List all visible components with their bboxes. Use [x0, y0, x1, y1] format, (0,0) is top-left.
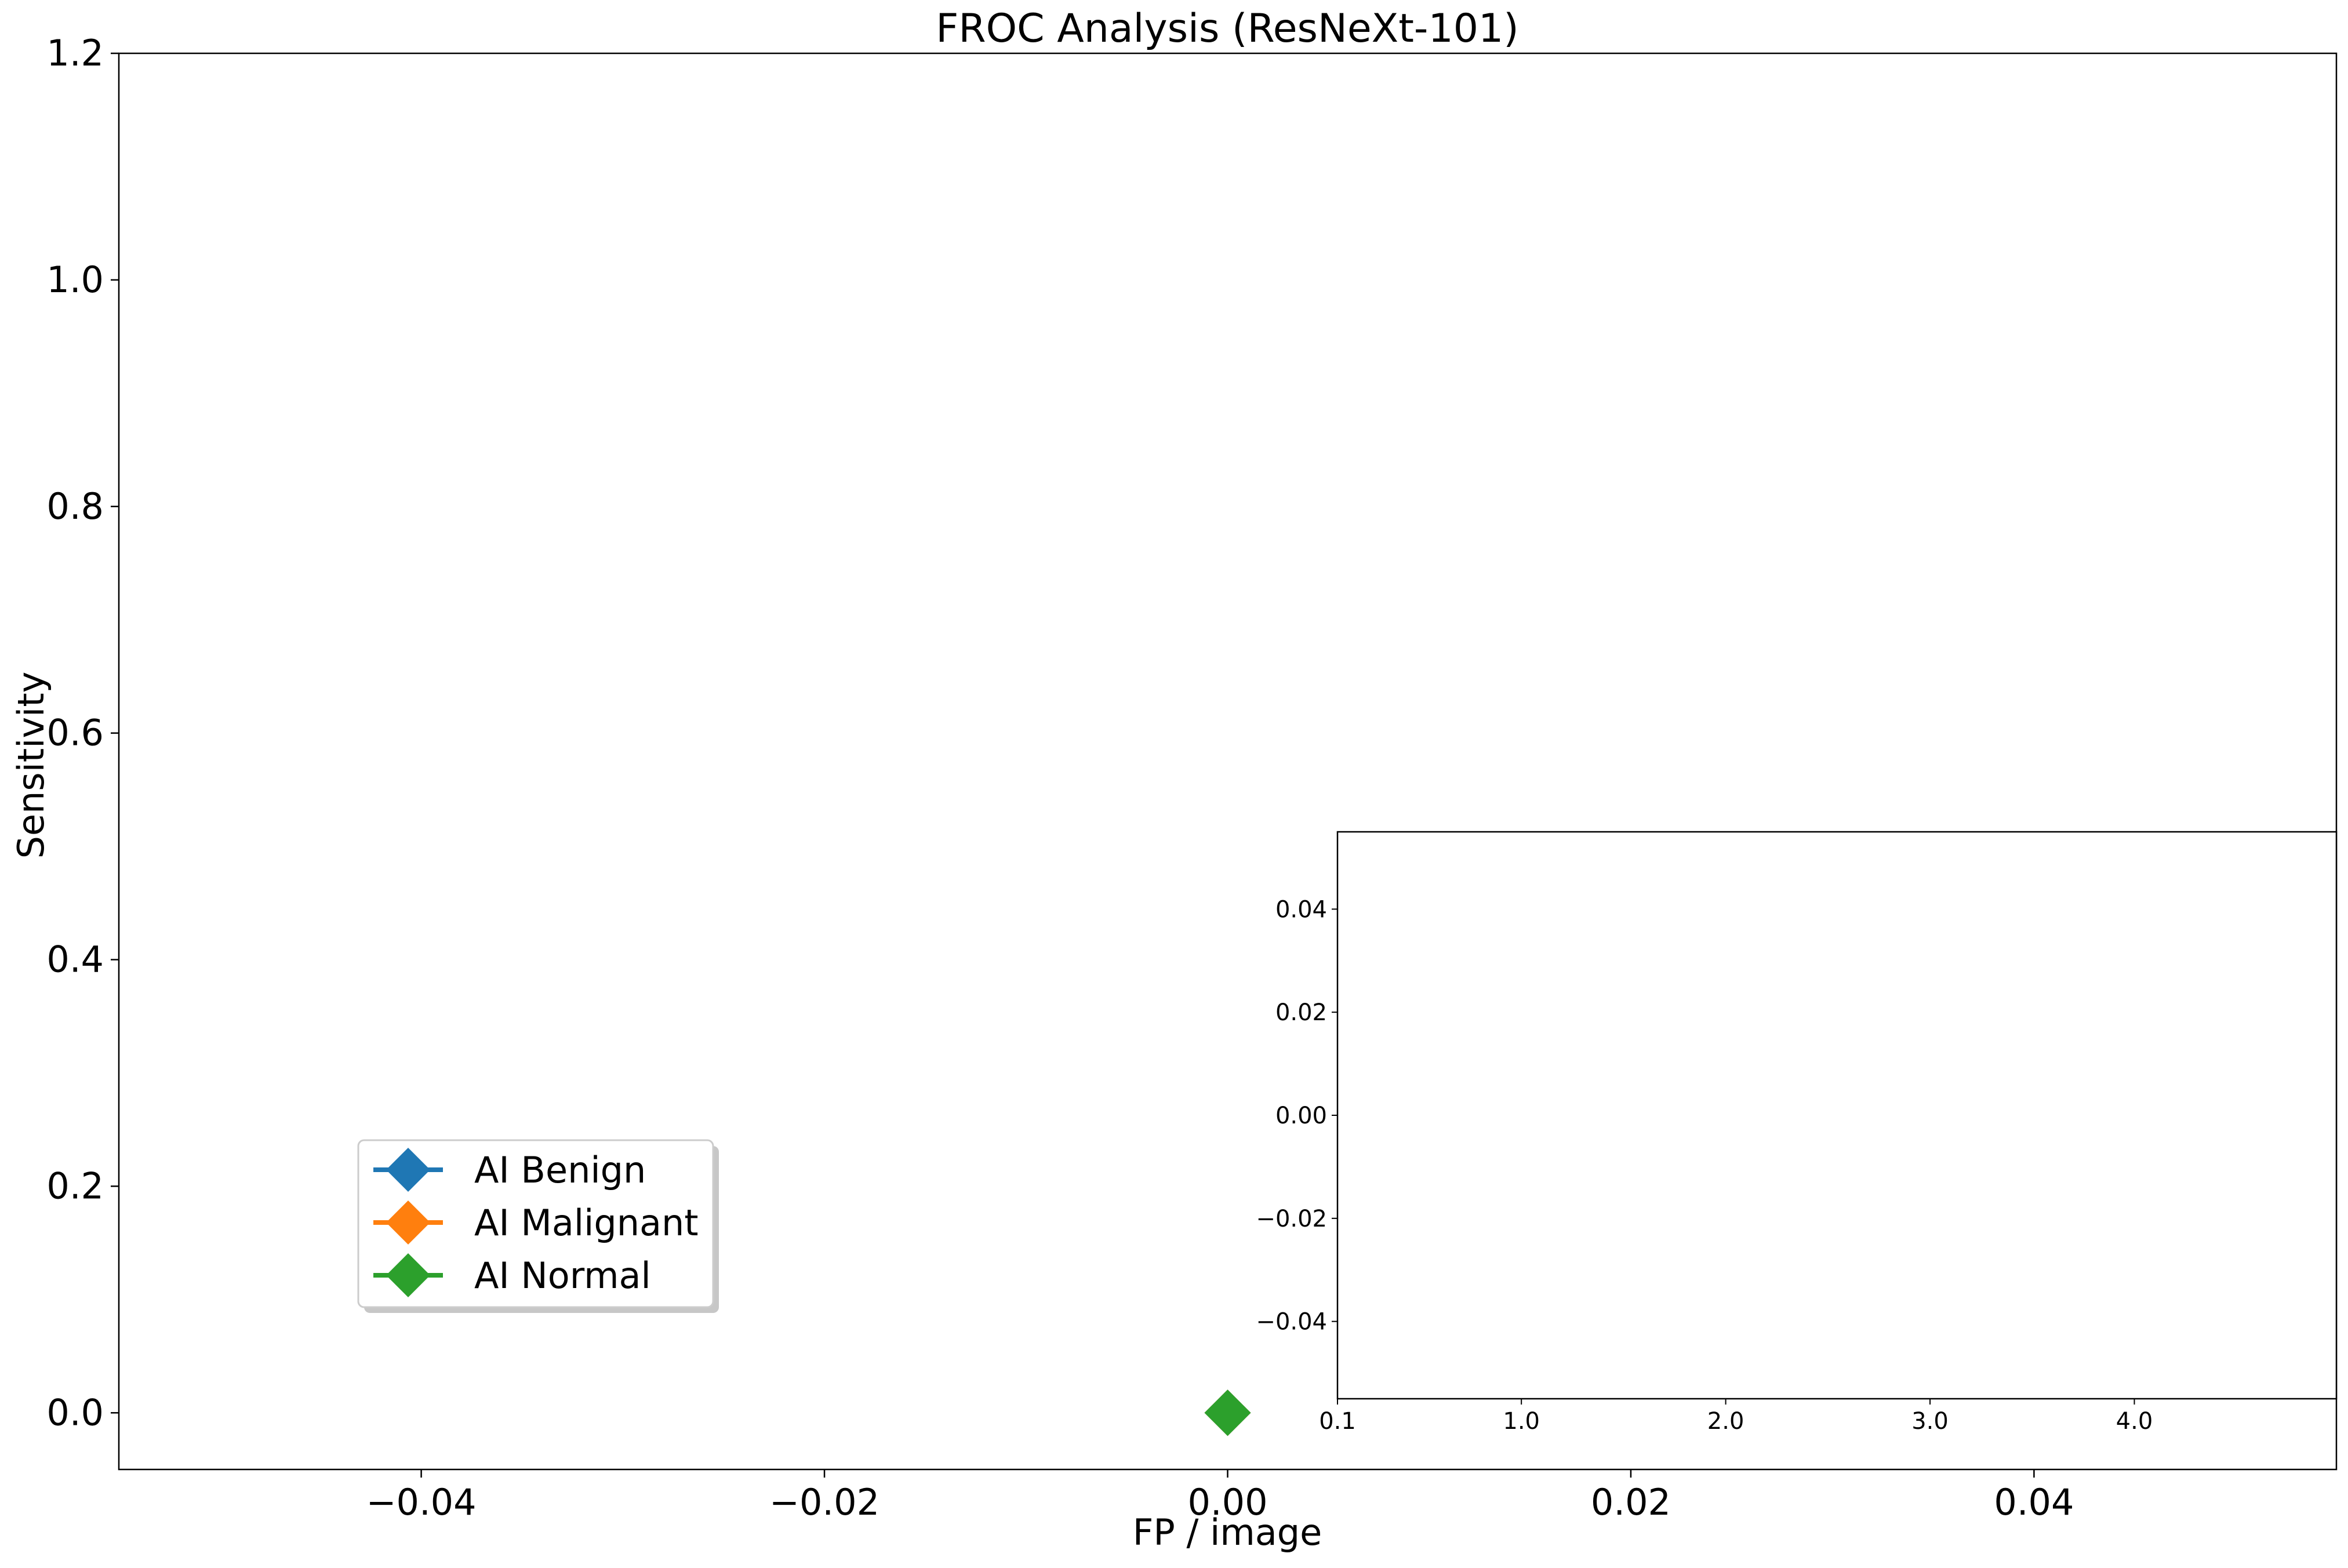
main-x-tick-label: 0.00 — [1187, 1481, 1267, 1523]
data-point-ai-normal — [1204, 1389, 1251, 1436]
legend-label-ai-benign: AI Benign — [474, 1149, 646, 1191]
inset-x-tick-label: 2.0 — [1707, 1408, 1744, 1435]
y-axis-label: Sensitivity — [10, 672, 52, 859]
inset-x-tick-label: 1.0 — [1503, 1408, 1540, 1435]
main-data-points — [1204, 1389, 1251, 1436]
main-y-tick-label: 0.2 — [46, 1165, 104, 1207]
inset-y-tick-label: −0.02 — [1256, 1206, 1327, 1232]
inset-x-tick-label: 3.0 — [1911, 1408, 1949, 1435]
inset-y-tick-label: −0.04 — [1256, 1309, 1327, 1336]
legend-marker-ai-benign — [386, 1148, 430, 1192]
main-x-tick-label: 0.04 — [1994, 1481, 2074, 1523]
main-y-tick-label: 0.0 — [46, 1391, 104, 1434]
inset-y-ticks: −0.04 −0.02 0.00 0.02 0.04 — [1256, 896, 1337, 1336]
inset-y-tick-label: 0.00 — [1275, 1103, 1327, 1129]
inset-y-tick-label: 0.04 — [1275, 896, 1327, 923]
main-y-tick-label: 0.4 — [46, 938, 104, 981]
inset-x-ticks: 0.1 1.0 2.0 3.0 4.0 — [1319, 1399, 2153, 1435]
inset-y-tick-label: 0.02 — [1275, 999, 1327, 1026]
main-x-ticks: −0.04 −0.02 0.00 0.02 0.04 — [366, 1469, 2074, 1523]
inset-x-tick-label: 0.1 — [1319, 1408, 1356, 1435]
legend: AI Benign AI Malignant AI Normal — [357, 1139, 719, 1313]
legend-label-ai-malignant: AI Malignant — [474, 1202, 699, 1244]
main-y-ticks: 0.0 0.2 0.4 0.6 0.8 1.0 1.2 — [46, 32, 119, 1434]
main-x-tick-label: 0.02 — [1591, 1481, 1671, 1523]
legend-entries: AI Benign AI Malignant AI Normal — [373, 1148, 699, 1297]
main-y-tick-label: 1.0 — [46, 259, 104, 301]
legend-marker-ai-normal — [386, 1253, 430, 1297]
main-y-tick-label: 0.8 — [46, 485, 104, 527]
main-x-tick-label: −0.04 — [366, 1481, 477, 1523]
main-x-tick-label: −0.02 — [769, 1481, 879, 1523]
inset-x-tick-label: 4.0 — [2116, 1408, 2153, 1435]
inset-plot: 0.1 1.0 2.0 3.0 4.0 −0.04 −0.02 0.00 0.02 0.04 — [1256, 831, 2338, 1435]
chart-title: FROC Analysis (ResNeXt-101) — [936, 6, 1519, 52]
legend-label-ai-normal: AI Normal — [474, 1254, 651, 1297]
inset-plot-frame — [1336, 831, 2338, 1400]
legend-box — [357, 1139, 714, 1308]
x-axis-label: FP / image — [1133, 1511, 1322, 1554]
main-y-tick-label: 0.6 — [46, 712, 104, 754]
legend-marker-ai-malignant — [386, 1200, 430, 1245]
main-plot: FROC Analysis (ResNeXt-101) FP / image S… — [10, 6, 2338, 1554]
main-y-tick-label: 1.2 — [46, 32, 104, 74]
